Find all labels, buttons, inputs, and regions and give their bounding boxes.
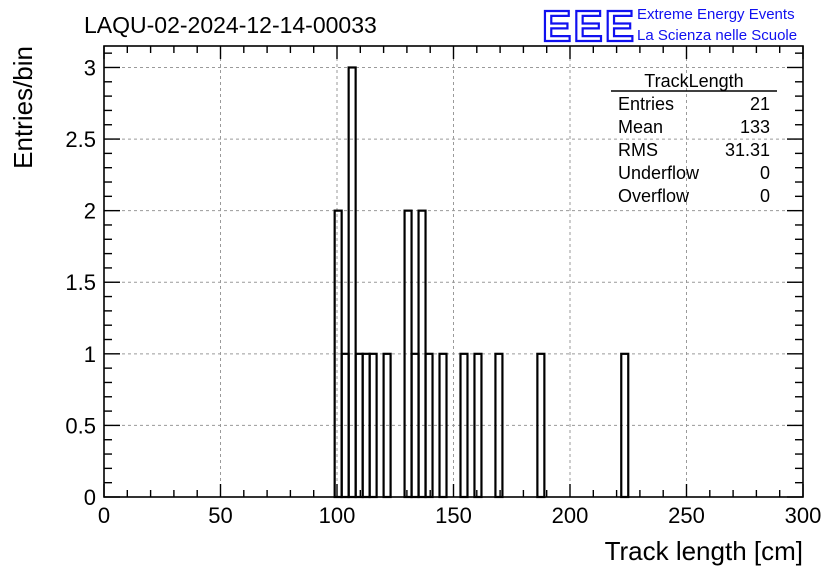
x-tick-label: 300: [785, 503, 822, 528]
eee-logo: EEE: [542, 2, 636, 51]
x-tick-label: 0: [98, 503, 110, 528]
x-tick-label: 150: [435, 503, 472, 528]
x-tick-label: 250: [668, 503, 705, 528]
grid-layer: [104, 46, 803, 497]
stats-row-label: Overflow: [618, 186, 690, 206]
stats-row-value: 0: [760, 186, 770, 206]
stats-title: TrackLength: [644, 71, 743, 91]
stats-row-label: Underflow: [618, 163, 700, 183]
stats-row-label: RMS: [618, 140, 658, 160]
y-tick-label: 2.5: [65, 127, 96, 152]
y-tick-label: 3: [84, 55, 96, 80]
logo-line-2: La Scienza nelle Scuole: [637, 27, 797, 44]
y-axis-label: Entries/bin: [8, 46, 38, 169]
axis-ticks: [103, 46, 804, 498]
logo-line-1: Extreme Energy Events: [637, 6, 795, 23]
run-title: LAQU-02-2024-12-14-00033: [84, 12, 377, 38]
stats-row-label: Mean: [618, 117, 663, 137]
stats-row-value: 0: [760, 163, 770, 183]
y-tick-label: 1: [84, 342, 96, 367]
x-axis-label: Track length [cm]: [605, 536, 803, 566]
y-tick-label: 0.5: [65, 413, 96, 438]
tick-labels: 0 50 100 150 200 250 300 0 0.5 1 1.5 2 2.5 3: [65, 55, 821, 528]
y-tick-label: 2: [84, 199, 96, 224]
stats-row-value: 21: [750, 94, 770, 114]
stats-box: TrackLength Entries 21 Mean 133 RMS 31.31 Unde…: [611, 71, 777, 206]
stats-rows: Entries 21 Mean 133 RMS 31.31 Underflow 0 Overfl…: [618, 94, 770, 206]
x-tick-label: 50: [208, 503, 232, 528]
stats-row-value: 31.31: [725, 140, 770, 160]
x-tick-label: 100: [319, 503, 356, 528]
x-tick-label: 200: [552, 503, 589, 528]
stats-row-label: Entries: [618, 94, 674, 114]
y-tick-label: 1.5: [65, 270, 96, 295]
stats-row-value: 133: [740, 117, 770, 137]
y-tick-label: 0: [84, 485, 96, 510]
